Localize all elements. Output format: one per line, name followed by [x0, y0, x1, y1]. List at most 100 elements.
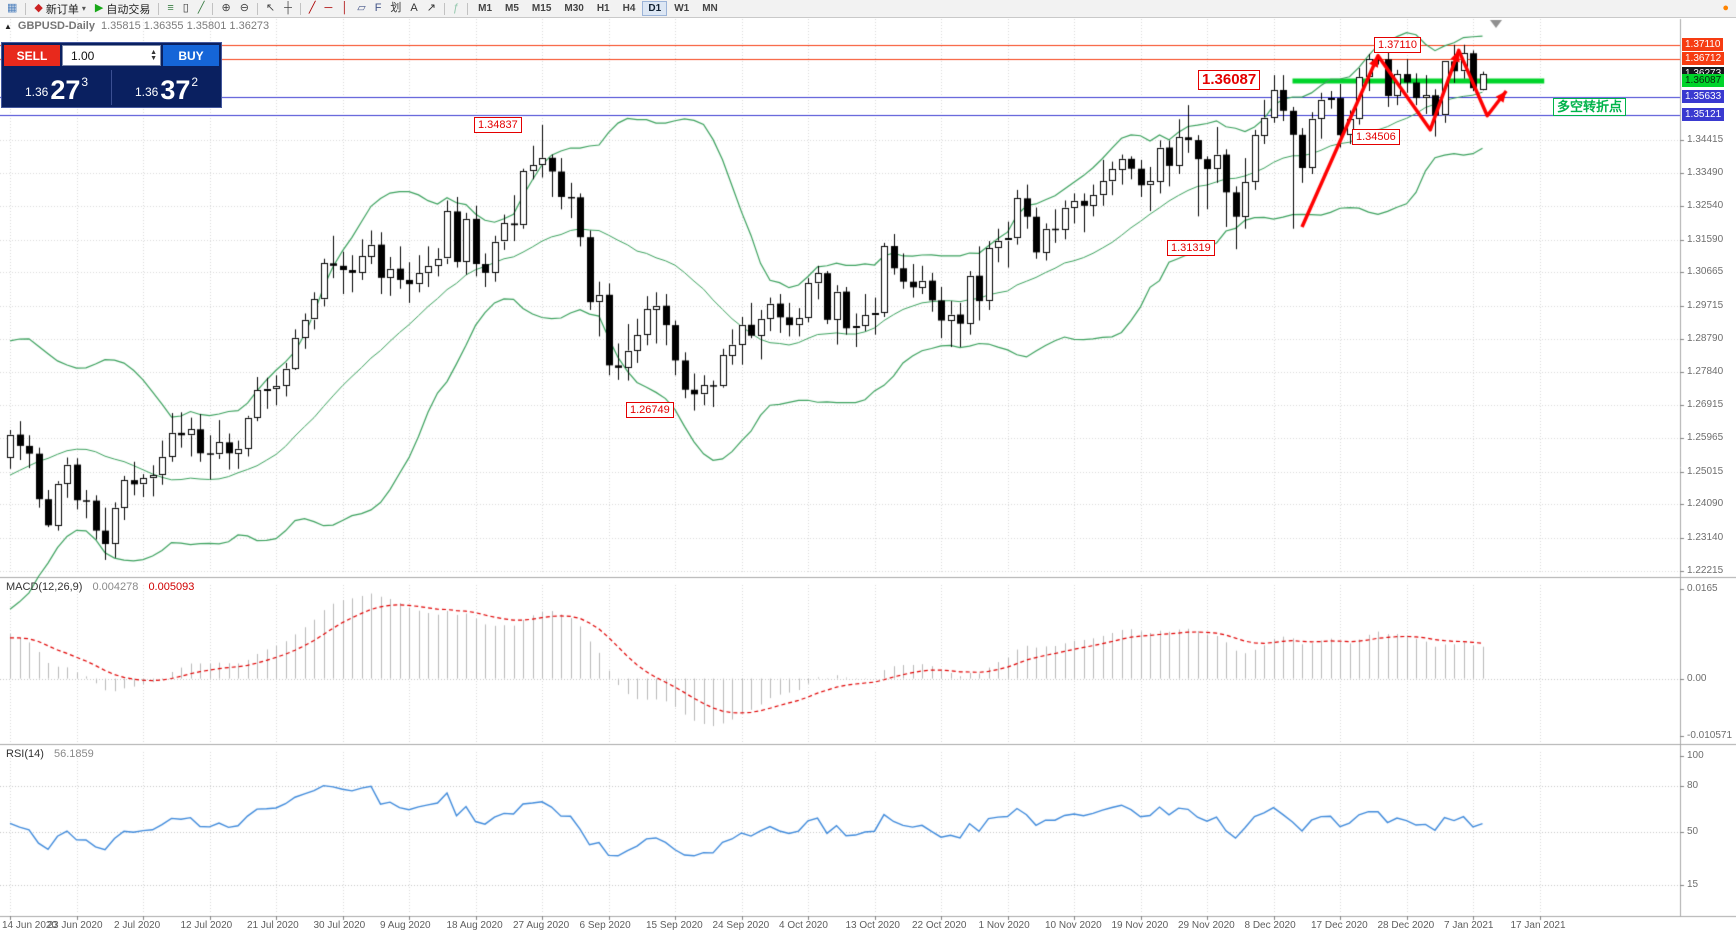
price-annotation-label[interactable]: 1.37110 — [1374, 37, 1421, 53]
candlestick-icon[interactable]: ▯ — [179, 1, 193, 17]
toolbar-separator — [299, 2, 301, 15]
timeframe-m15[interactable]: M15 — [526, 1, 557, 16]
time-axis-label: 28 Dec 2020 — [1377, 920, 1435, 931]
price-scale-tick: 1.27840 — [1687, 366, 1724, 378]
time-axis-label: 9 Aug 2020 — [380, 920, 431, 931]
trendline-icon-glyph: ╱ — [308, 2, 316, 14]
vline-icon[interactable]: │ — [337, 1, 352, 17]
chart-ohlc: 1.35815 1.36355 1.35801 1.36273 — [100, 20, 270, 32]
price-tag-red: 1.36712 — [1682, 51, 1725, 65]
price-scale-tick: 1.26915 — [1687, 398, 1724, 410]
rsi-axis-label: 80 — [1687, 780, 1699, 792]
volume-spin-down-icon[interactable]: ▼ — [150, 54, 157, 62]
price-annotation-label[interactable]: 1.34506 — [1352, 129, 1400, 145]
sell-button[interactable]: SELL — [4, 45, 60, 66]
price-scale-tick: 1.28790 — [1687, 332, 1724, 344]
buy-price-display[interactable]: 1.36 37 2 — [112, 68, 221, 107]
time-axis-label: 30 Jul 2020 — [313, 920, 366, 931]
draw-tool-icon-glyph: 划 — [390, 2, 402, 14]
price-scale-tick: 1.24090 — [1687, 498, 1724, 510]
buy-price-sup: 2 — [191, 75, 199, 89]
price-scale-tick: 1.30665 — [1687, 266, 1724, 278]
price-scale-tick: 1.32540 — [1687, 200, 1724, 212]
time-axis-label: 21 Jul 2020 — [247, 920, 299, 931]
time-axis-label: 7 Jan 2021 — [1444, 920, 1494, 931]
zoom-in-icon[interactable]: ⊕ — [217, 1, 234, 17]
hline-icon[interactable]: ─ — [321, 1, 337, 17]
fibonacci-icon-glyph: F — [374, 2, 382, 14]
zoom-out-icon[interactable]: ⊖ — [236, 1, 253, 17]
timeframe-w1[interactable]: W1 — [668, 1, 695, 16]
time-axis-label: 22 Oct 2020 — [912, 920, 967, 931]
macd-main-value: 0.004278 — [92, 581, 139, 593]
volume-spin-up-icon[interactable]: ▲ — [150, 48, 157, 56]
cursor-icon-glyph: ↖ — [265, 2, 276, 14]
crosshair-icon-glyph: ┼ — [284, 2, 292, 14]
timeframe-m30[interactable]: M30 — [558, 1, 589, 16]
sell-price-display[interactable]: 1.36 27 3 — [2, 68, 111, 107]
toolbar-separator — [212, 2, 214, 15]
price-annotation-label[interactable]: 1.26749 — [626, 402, 674, 418]
timeframe-mn[interactable]: MN — [696, 1, 724, 16]
line-chart-icon[interactable]: ╱ — [194, 1, 209, 17]
macd-name: MACD(12,26,9) — [6, 581, 83, 593]
channel-icon[interactable]: ▱ — [353, 1, 369, 17]
price-tag-blue: 1.35121 — [1682, 108, 1725, 121]
cursor-icon[interactable]: ↖ — [262, 1, 279, 17]
price-annotation-label[interactable]: 1.36087 — [1198, 70, 1261, 90]
rsi-axis-label: 100 — [1687, 750, 1704, 761]
time-axis-label: 6 Sep 2020 — [579, 920, 631, 931]
bar-chart-icon[interactable]: ≡ — [163, 1, 177, 17]
rsi-indicator-label: RSI(14) 56.1859 — [6, 748, 94, 760]
time-axis-label: 14 Jun 2020 — [2, 920, 58, 931]
fibonacci-icon[interactable]: F — [371, 1, 386, 17]
bull-bear-turning-point-note[interactable]: 多空转折点 — [1553, 98, 1627, 116]
sell-price-big: 27 — [50, 75, 81, 106]
timeframe-m1[interactable]: M1 — [472, 1, 498, 16]
mql-community-icon[interactable]: ● — [1718, 1, 1733, 17]
timeframe-m5[interactable]: M5 — [499, 1, 525, 16]
macd-axis-label: 0.0165 — [1687, 583, 1718, 594]
text-tool-icon[interactable]: A — [406, 1, 421, 17]
price-scale-tick: 1.25015 — [1687, 465, 1724, 477]
text-tool-icon-glyph: A — [410, 2, 418, 14]
sell-price-prefix: 1.36 — [24, 85, 49, 99]
buy-button[interactable]: BUY — [163, 45, 219, 66]
arrow-tool-icon-glyph: ↗ — [426, 2, 436, 14]
mql-community-icon-glyph: ● — [1722, 2, 1729, 14]
new-order-button[interactable]: ◆ 新订单 ▾ — [30, 1, 89, 17]
arrow-tool-icon[interactable]: ↗ — [423, 1, 440, 17]
macd-axis-label: -0.010571 — [1687, 730, 1733, 741]
toolbar-separator — [256, 2, 258, 15]
bar-chart-icon-glyph: ≡ — [167, 2, 174, 14]
macd-axis-label: 0.00 — [1687, 672, 1707, 684]
timeframe-d1[interactable]: D1 — [642, 1, 668, 16]
timeframe-h4[interactable]: H4 — [617, 1, 642, 16]
toolbar-separator — [158, 2, 160, 15]
price-tag-blue: 1.35633 — [1682, 89, 1725, 103]
new-order-button-caret-icon[interactable]: ▾ — [81, 4, 86, 13]
zoom-in-icon-glyph: ⊕ — [221, 2, 231, 14]
price-tag-red: 1.37110 — [1682, 37, 1724, 51]
toolbar-separator — [25, 2, 27, 15]
toolbar-separator — [443, 2, 445, 15]
one-click-trading-panel: SELL 1.00 ▲ ▼ BUY 1.36 27 3 1.36 37 2 — [1, 42, 222, 108]
draw-tool-icon[interactable]: 划 — [386, 1, 405, 17]
price-annotation-label[interactable]: 1.34837 — [474, 117, 522, 133]
volume-spin-buttons[interactable]: ▲ ▼ — [150, 48, 157, 62]
line-chart-icon-glyph: ╱ — [197, 2, 205, 14]
new-chart-icon[interactable]: ▦ — [3, 1, 21, 17]
indicators-icon[interactable]: ƒ — [449, 1, 463, 17]
timeframe-h1[interactable]: H1 — [591, 1, 616, 16]
price-annotation-label[interactable]: 1.31319 — [1167, 240, 1215, 256]
buy-price-prefix: 1.36 — [134, 85, 159, 99]
time-axis-label: 15 Sep 2020 — [646, 920, 703, 931]
time-axis-label: 24 Sep 2020 — [712, 920, 770, 931]
autotrading-button[interactable]: ▶ 自动交易 — [91, 1, 154, 17]
trendline-icon[interactable]: ╱ — [305, 1, 320, 17]
one-click-panel-toggle-icon[interactable]: ▲ — [4, 21, 12, 31]
volume-stepper[interactable]: 1.00 ▲ ▼ — [62, 45, 161, 66]
crosshair-icon[interactable]: ┼ — [280, 1, 296, 17]
